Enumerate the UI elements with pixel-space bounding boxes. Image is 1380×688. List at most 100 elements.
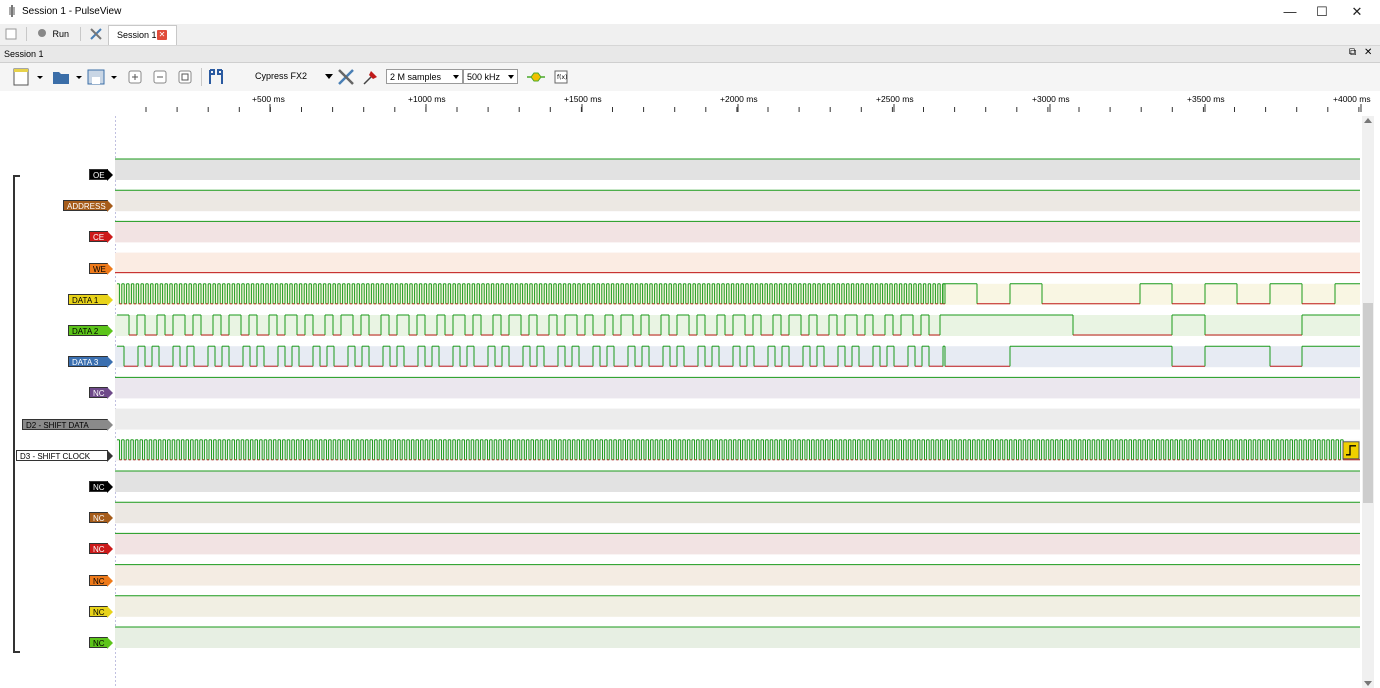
channel-label-text: NC: [93, 483, 105, 492]
channel-label[interactable]: DATA 1: [68, 293, 113, 306]
float-icon[interactable]: ⧉: [1349, 47, 1357, 58]
label-arrow-icon: [107, 574, 113, 587]
app-icon: [9, 5, 15, 17]
label-arrow-icon: [107, 262, 113, 275]
label-arrow-icon: [107, 200, 113, 213]
chevron-down-icon: [508, 75, 514, 79]
probe-icon[interactable]: [361, 68, 381, 86]
channel-label[interactable]: NC: [89, 512, 113, 525]
add-decoder-icon[interactable]: [526, 68, 546, 86]
channel-band: [115, 408, 1360, 430]
channel-label[interactable]: D2 - SHIFT DATA: [22, 418, 113, 431]
session-close-icon[interactable]: ✕: [1364, 47, 1373, 58]
sample-count-value: 2 M samples: [390, 72, 442, 82]
label-arrow-icon: [107, 231, 113, 244]
ruler-tick-label: +500 ms: [252, 94, 285, 104]
scrollbar-thumb[interactable]: [1363, 303, 1373, 503]
label-arrow-icon: [107, 356, 113, 369]
zoom-fit-icon[interactable]: [178, 68, 192, 86]
configure-device-icon[interactable]: [337, 68, 357, 86]
ruler-tick-label: +3500 ms: [1187, 94, 1225, 104]
separator: [80, 27, 81, 41]
session-bar: Session 1 ⧉ ✕: [0, 46, 1380, 63]
new-session-icon[interactable]: [5, 28, 17, 40]
title-bar: Session 1 - PulseView — ☐ ✕: [0, 0, 1380, 24]
save-icon[interactable]: [86, 68, 120, 86]
sample-rate-value: 500 kHz: [467, 72, 501, 82]
channel-label[interactable]: NC: [89, 605, 113, 618]
waveform-canvas: [115, 116, 1360, 688]
run-label: Run: [52, 29, 70, 39]
channel-label-text: NC: [93, 545, 105, 555]
channel-label-text: CE: [93, 233, 105, 243]
maximize-button[interactable]: ☐: [1316, 4, 1328, 19]
channel-label-text: OE: [93, 171, 105, 180]
label-arrow-icon: [107, 543, 113, 556]
main-toolbar: Run Session 1 ✕: [0, 24, 1380, 46]
channel-label-text: NC: [93, 607, 105, 617]
sample-rate-select[interactable]: 500 kHz: [463, 69, 518, 84]
channel-label[interactable]: OE: [89, 169, 113, 181]
channel-label-text: NC: [93, 639, 105, 648]
time-ruler[interactable]: +500 ms +1000 ms +1500 ms +2000 ms +2500 ms +…: [115, 91, 1371, 116]
label-arrow-icon: [107, 605, 113, 618]
label-arrow-icon: [107, 481, 113, 493]
tab-close-icon[interactable]: ✕: [157, 30, 167, 40]
channel-label-text: NC: [93, 389, 105, 399]
chevron-down-icon[interactable]: [325, 74, 333, 80]
channel-label[interactable]: NC: [89, 481, 113, 493]
svg-text:f(x): f(x): [557, 74, 567, 81]
channel-label[interactable]: NC: [89, 574, 113, 587]
ruler-tick-label: +3000 ms: [1032, 94, 1070, 104]
cursor-icon[interactable]: [207, 68, 227, 86]
channel-label[interactable]: DATA 3: [68, 356, 113, 369]
channel-label-text: WE: [93, 264, 106, 274]
label-arrow-icon: [107, 169, 113, 181]
channel-header-area: OE ADDRESS CE WE DATA 1 DATA 2 DATA 3 NC D2 - SH…: [0, 116, 115, 688]
channel-label[interactable]: NC: [89, 543, 113, 556]
channel-label[interactable]: NC: [89, 637, 113, 649]
zoom-out-icon[interactable]: [153, 68, 167, 86]
scroll-down-icon[interactable]: [1364, 681, 1372, 686]
channel-label[interactable]: DATA 2: [68, 325, 113, 337]
zoom-in-icon[interactable]: [128, 68, 142, 86]
separator: [201, 68, 202, 86]
minimize-button[interactable]: —: [1283, 4, 1297, 19]
label-arrow-icon: [107, 325, 113, 337]
label-arrow-icon: [107, 293, 113, 306]
vertical-scrollbar[interactable]: [1362, 116, 1374, 688]
open-icon[interactable]: [52, 68, 84, 86]
channel-label[interactable]: D3 - SHIFT CLOCK: [16, 449, 113, 462]
close-button[interactable]: ✕: [1351, 4, 1363, 19]
device-toolbar: Cypress FX2 2 M samples 500 kHz f(x): [0, 63, 1380, 91]
session-label: Session 1: [4, 49, 44, 59]
device-selector[interactable]: Cypress FX2: [255, 71, 308, 81]
channel-band: [115, 346, 1360, 368]
sample-count-select[interactable]: 2 M samples: [386, 69, 463, 84]
channel-label-text: DATA 1: [72, 295, 99, 305]
new-file-icon[interactable]: [12, 68, 44, 86]
label-arrow-icon: [107, 418, 113, 431]
ruler-tick-label: +4000 ms: [1333, 94, 1371, 104]
separator: [26, 27, 27, 41]
chevron-down-icon: [453, 75, 459, 79]
channel-label[interactable]: CE: [89, 231, 113, 244]
channel-band: [115, 502, 1360, 524]
trace-view[interactable]: [115, 116, 1362, 688]
channel-label[interactable]: ADDRESS: [63, 200, 113, 213]
ruler-tick-label: +1000 ms: [408, 94, 446, 104]
channel-label-text: ADDRESS: [67, 202, 106, 212]
edge-trigger-icon: [1342, 441, 1360, 460]
channel-label[interactable]: NC: [89, 387, 113, 400]
channel-label-text: D3 - SHIFT CLOCK: [20, 451, 91, 461]
channel-label-text: D2 - SHIFT DATA: [26, 420, 89, 430]
channel-band: [115, 595, 1360, 617]
scroll-up-icon[interactable]: [1364, 118, 1372, 123]
settings-tools-icon[interactable]: [89, 27, 103, 41]
math-channel-icon[interactable]: f(x): [553, 68, 569, 86]
run-button[interactable]: Run: [37, 26, 69, 42]
channel-label[interactable]: WE: [89, 262, 113, 275]
channel-band: [115, 377, 1360, 399]
channel-band: [115, 252, 1360, 274]
session-tab[interactable]: Session 1 ✕: [108, 25, 177, 45]
